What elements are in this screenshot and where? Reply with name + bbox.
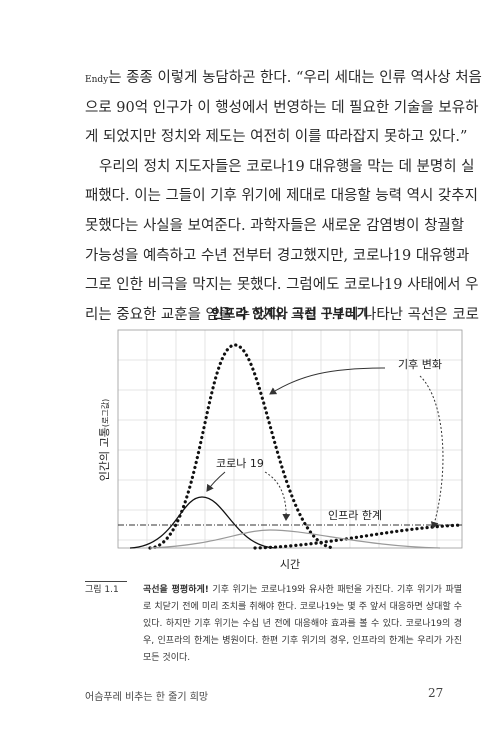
climate-label: 기후 변화 [398, 358, 442, 371]
text-line: 가능성을 예측하고 수년 전부터 경고했지만, 코로나19 대유행과 [85, 246, 469, 266]
text-line: 리는 중요한 교훈을 얻을 수 있다. 그림 1.1에 나타난 곡선은 코로 [85, 305, 479, 325]
caption-number: 그림 1.1 [85, 585, 119, 595]
figure-title: 인프라 한계와 곡선 구부리기 [211, 306, 368, 322]
caption-heading: 곡선을 평평하게! [143, 585, 209, 595]
line-text: 그로 인한 비극을 막지는 못했다. 그럼에도 코로나19 사태에서 우 [85, 277, 479, 294]
line-text: 패했다. 이는 그들이 기후 위기에 제대로 대응할 능력 역시 갖추지 [85, 188, 478, 205]
covid-curve [129, 496, 276, 549]
arrow [264, 471, 291, 521]
arrow [419, 375, 444, 529]
arrow [269, 367, 386, 395]
limit-label: 인프라 한계 [328, 509, 382, 522]
arrow [206, 471, 226, 492]
text-line: 그로 인한 비극을 막지는 못했다. 그럼에도 코로나19 사태에서 우 [85, 275, 478, 295]
text-line: 패했다. 이는 그들이 기후 위기에 제대로 대응할 능력 역시 갖추지 [85, 186, 478, 206]
lead-name: Endy [85, 75, 109, 85]
caption-rule [85, 581, 127, 582]
climate-curve [148, 343, 337, 550]
footer-title: 어슴푸레 비추는 한 줄기 희망 [85, 692, 209, 703]
line-text: 리는 중요한 교훈을 얻을 수 있다. 그림 1.1에 나타난 곡선은 코로 [85, 306, 479, 323]
line-text: 못했다는 사실을 보여준다. 과학자들은 새로운 감염병이 창궐할 [85, 218, 465, 234]
line-text: 게 되었지만 정치와 제도는 여전히 이를 따라잡지 못하고 있다.” [85, 129, 468, 146]
caption-text: 기후 위기는 코로나19와 유사한 패턴을 가진다. 기후 위기가 파멸로 치닫… [143, 585, 462, 663]
text-line: Endy는 종종 이렇게 농담하곤 한다. “우리 세대는 인류 역사상 처음 [85, 68, 482, 90]
covid-flat-curve [149, 529, 441, 549]
caption-body: 곡선을 평평하게! 기후 위기는 코로나19와 유사한 패턴을 가진다. 기후 … [143, 582, 462, 667]
line-text: 으로 90억 인구가 이 행성에서 번영하는 데 필요한 기술을 보유하 [85, 99, 479, 116]
y-axis-label: 인간의 고통(로그값) [98, 399, 111, 481]
y-label-note: (로그값) [100, 399, 110, 427]
x-axis-label: 시간 [280, 558, 300, 571]
text-line: 으로 90억 인구가 이 행성에서 번영하는 데 필요한 기술을 보유하 [85, 98, 478, 118]
y-label-main: 인간의 고통 [98, 427, 111, 481]
figure: 인프라 한계와 곡선 구부리기 기후 변화 코로나 19 인프라 한계 인간의 … [98, 306, 464, 571]
text-line: 못했다는 사실을 보여준다. 과학자들은 새로운 감염병이 창궐할 [85, 216, 464, 236]
plot-frame [117, 329, 463, 549]
text-line: 게 되었지만 정치와 제도는 여전히 이를 따라잡지 못하고 있다.” [85, 127, 467, 147]
page-number: 27 [428, 686, 444, 700]
line-text: 우리의 정치 지도자들은 코로나19 대유행을 막는 데 분명히 실 [99, 158, 475, 175]
text-line: 우리의 정치 지도자들은 코로나19 대유행을 막는 데 분명히 실 [99, 157, 474, 177]
line-text: 가능성을 예측하고 수년 전부터 경고했지만, 코로나19 대유행과 [85, 247, 470, 264]
caption: 그림 1.1 곡선을 평평하게! 기후 위기는 코로나19와 유사한 패턴을 가… [85, 582, 462, 667]
covid-label: 코로나 19 [216, 457, 264, 470]
climate-flat-curve [253, 523, 464, 550]
line-text: 는 종종 이렇게 농담하곤 한다. “우리 세대는 인류 역사상 처음 [108, 70, 482, 86]
